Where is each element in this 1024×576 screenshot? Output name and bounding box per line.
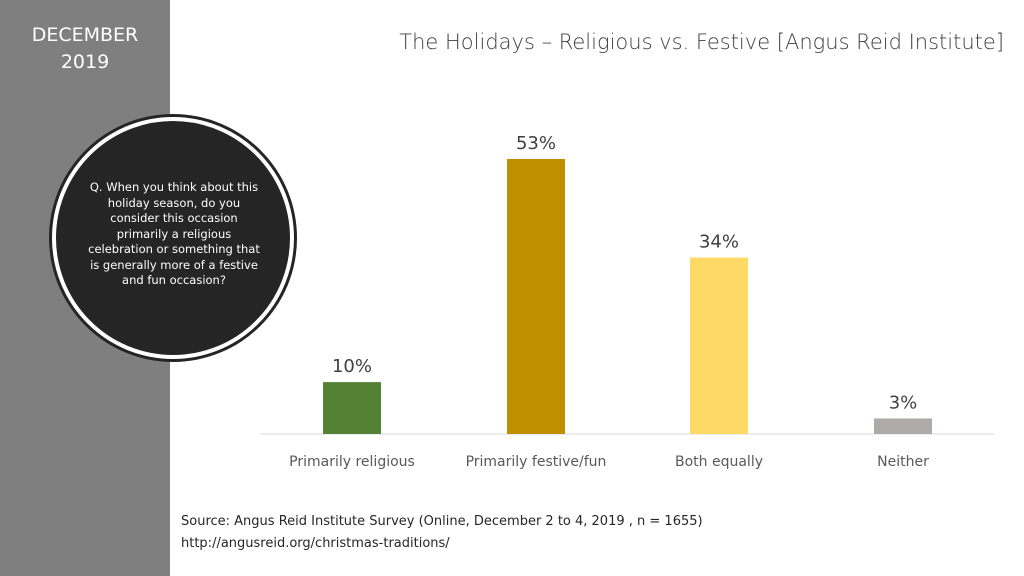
bar-both-equally — [690, 257, 748, 434]
date-label: DECEMBER 2019 — [0, 22, 170, 76]
bar-primarily-festive-fun — [507, 159, 565, 434]
date-month: DECEMBER — [31, 24, 139, 46]
question-circle — [52, 117, 294, 359]
chart-title: The Holidays – Religious vs. Festive [An… — [399, 30, 1004, 54]
bar-neither — [874, 418, 932, 434]
data-label: 10% — [332, 356, 372, 377]
category-label: Both equally — [675, 454, 763, 470]
source-text: Source: Angus Reid Institute Survey (Onl… — [181, 514, 703, 529]
source-url[interactable]: http://angusreid.org/christmas-tradition… — [181, 536, 450, 551]
category-label: Neither — [877, 454, 929, 470]
source-note: Source: Angus Reid Institute Survey (Onl… — [181, 511, 703, 555]
data-label: 34% — [699, 232, 739, 253]
category-label: Primarily religious — [289, 454, 415, 470]
bar-primarily-religious — [323, 382, 381, 434]
data-label: 3% — [889, 392, 918, 413]
date-year: 2019 — [60, 51, 110, 73]
category-label: Primarily festive/fun — [466, 454, 607, 470]
data-label: 53% — [516, 133, 556, 154]
question-text: Q. When you think about this holiday sea… — [88, 180, 260, 287]
